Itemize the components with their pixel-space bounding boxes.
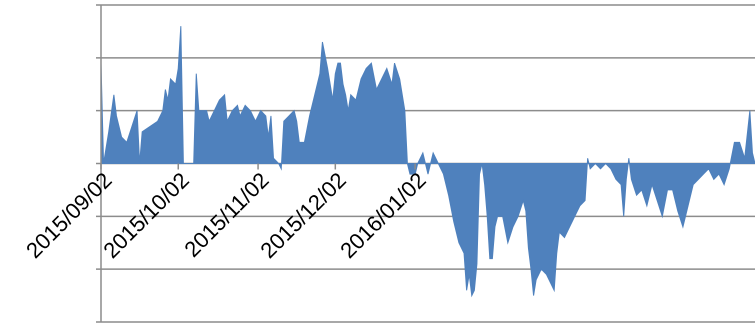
x-axis-tick-labels: 2015/09/022015/10/022015/11/022015/12/02… bbox=[21, 163, 431, 263]
series-layer bbox=[100, 26, 755, 298]
x-tick-label: 2016/01/02 bbox=[335, 167, 431, 263]
area-series-1 bbox=[100, 26, 755, 298]
